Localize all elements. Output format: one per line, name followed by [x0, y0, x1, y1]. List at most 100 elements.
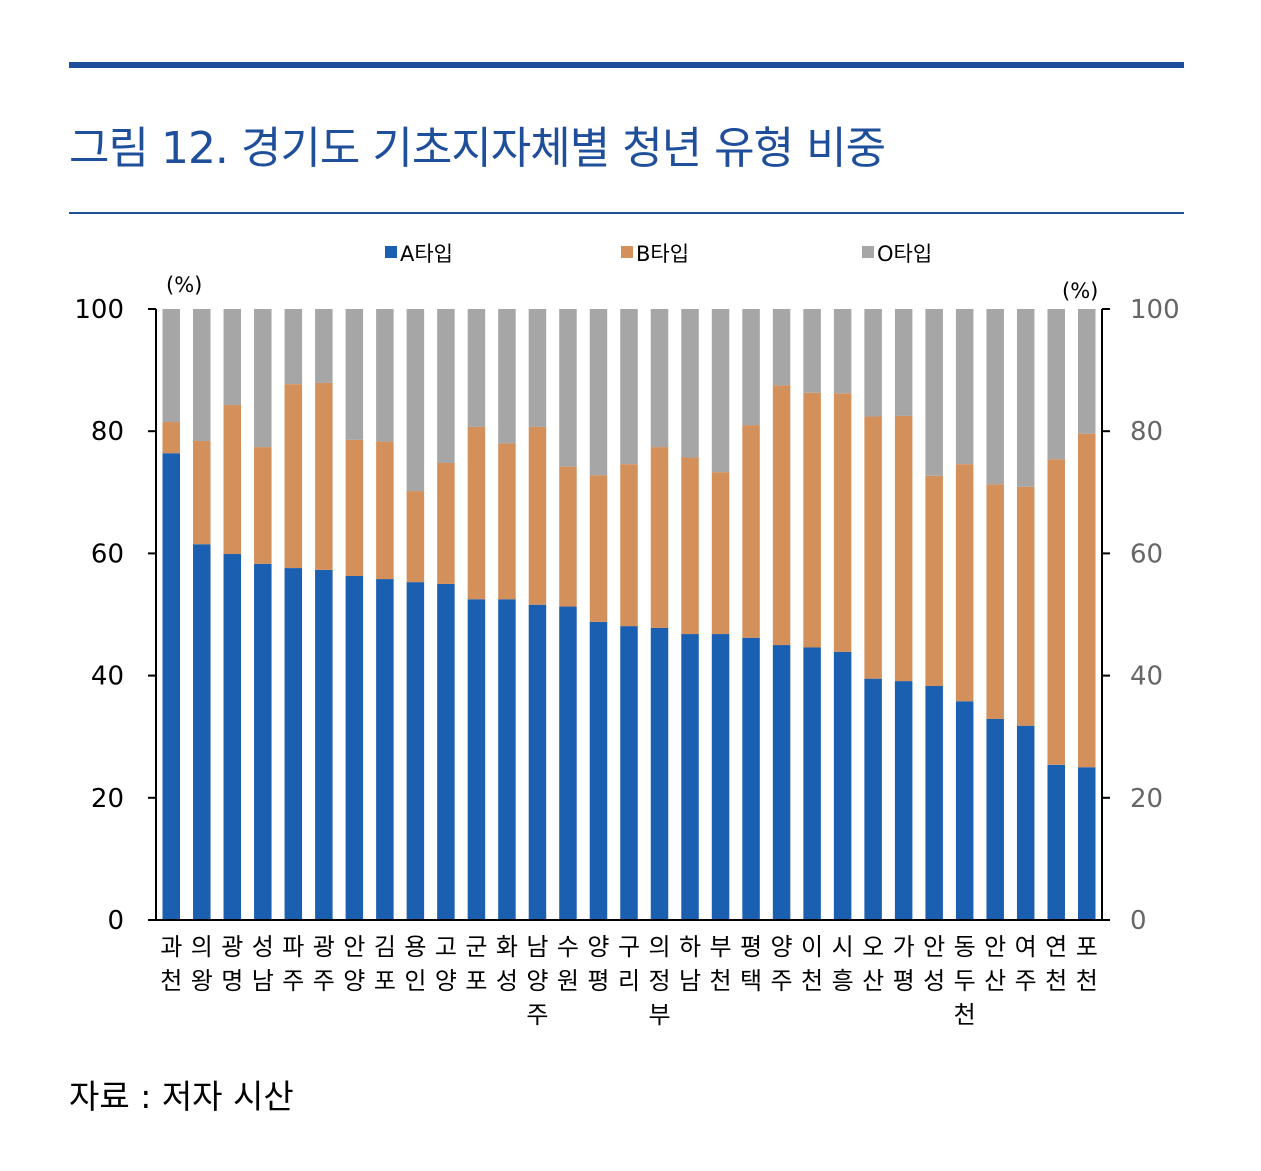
bar-b [925, 475, 943, 686]
y-unit-right: (%) [1062, 279, 1098, 303]
bar-o [955, 309, 974, 465]
bar-a [528, 604, 547, 920]
legend-swatch [621, 246, 633, 258]
bar-o [528, 309, 547, 427]
title-rule [69, 212, 1184, 214]
bar-o [589, 309, 608, 476]
bar-a [559, 606, 577, 920]
bar-a [437, 583, 455, 920]
bar-b [284, 384, 303, 569]
bar-o [345, 309, 364, 440]
bar-a [986, 718, 1004, 920]
legend-swatch [862, 246, 874, 258]
bar-b [955, 464, 974, 702]
bar-b [559, 466, 577, 607]
y-tick-label-right: 40 [1130, 662, 1163, 692]
bar-a [589, 621, 608, 920]
y-tick-label-left: 40 [91, 662, 124, 692]
y-unit-left: (%) [166, 273, 202, 297]
bar-o [925, 309, 943, 476]
bar-a [772, 645, 791, 920]
bar-a [833, 651, 852, 920]
bar-a [498, 599, 516, 920]
y-tick-label-right: 0 [1130, 906, 1147, 936]
y-tick-label-left: 60 [91, 539, 124, 569]
bar-b [254, 447, 272, 564]
bar-o [620, 309, 638, 465]
figure-title: 그림 12. 경기도 기초지자체별 청년 유형 비중 [69, 123, 886, 174]
bar-o [833, 309, 852, 394]
bar-o [162, 309, 181, 423]
bar-a [864, 678, 882, 920]
bar-b [162, 422, 181, 454]
bar-b [345, 439, 364, 577]
bar-a [284, 568, 303, 920]
stacked-bar-chart: A타입 B타입 O타입 (%) (%) 과 천의 왕광 명성 남파 주광 주안 양김 포용 인고 양군 포화 성남… [74, 242, 1180, 1029]
y-tick-label-left: 100 [74, 295, 124, 325]
bar-o [223, 309, 242, 405]
bar-a [803, 647, 821, 920]
bar-o [864, 309, 882, 417]
bar-b [223, 404, 242, 555]
bar-b [986, 484, 1004, 719]
bar-o [1016, 309, 1035, 487]
y-tick-label-left: 0 [107, 906, 124, 936]
legend-label: B타입 [636, 242, 689, 266]
bar-o [315, 309, 333, 383]
bar-a [620, 626, 638, 920]
top-rule [69, 62, 1184, 68]
bar-a [650, 627, 669, 920]
bar-o [1047, 309, 1065, 460]
y-tick-label-right: 100 [1130, 295, 1180, 325]
y-tick-label-right: 80 [1130, 417, 1163, 447]
bar-o [772, 309, 791, 386]
y-tick-label-right: 20 [1130, 784, 1163, 814]
bar-o [894, 309, 913, 416]
bar-o [467, 309, 486, 427]
bar-o [711, 309, 730, 473]
bar-o [1077, 309, 1096, 434]
bar-b [711, 472, 730, 635]
bar-b [437, 462, 455, 584]
bar-b [1016, 486, 1035, 726]
bar-a [345, 576, 364, 920]
bar-a [193, 544, 211, 920]
bar-a [681, 634, 699, 920]
legend-swatch [385, 246, 397, 258]
bar-b [193, 440, 211, 545]
bar-o [650, 309, 669, 448]
bar-o [406, 309, 425, 492]
bar-b [498, 443, 516, 600]
bar-a [711, 634, 730, 920]
bar-a [315, 569, 333, 920]
bar-b [681, 457, 699, 635]
y-tick-label-right: 60 [1130, 539, 1163, 569]
bar-o [284, 309, 303, 385]
bar-b [864, 416, 882, 679]
bar-o [193, 309, 211, 441]
bar-b [589, 475, 608, 622]
bar-a [223, 554, 242, 920]
bar-b [376, 441, 394, 580]
